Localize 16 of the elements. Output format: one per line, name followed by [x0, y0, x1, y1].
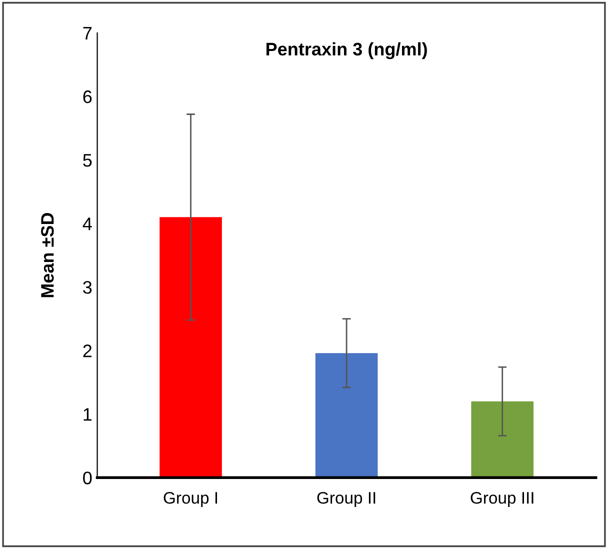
- y-tick-label: 2: [83, 344, 92, 358]
- y-tick-label: 3: [83, 280, 92, 294]
- y-tick-label: 0: [83, 472, 92, 484]
- y-tick-label: 6: [83, 90, 92, 104]
- bar: [315, 353, 378, 478]
- x-tick-label: Group II: [317, 492, 376, 508]
- x-tick-label: Group I: [164, 492, 218, 508]
- bar: [471, 401, 534, 478]
- chart-title: Pentraxin 3 (ng/ml): [266, 42, 427, 60]
- y-tick-label: 5: [83, 154, 92, 167]
- y-tick-label: 7: [83, 27, 92, 40]
- y-tick-label: 1: [84, 408, 92, 421]
- x-tick-label: Group III: [470, 492, 534, 508]
- bar: [160, 217, 222, 478]
- y-tick-label: 4: [82, 218, 92, 230]
- y-axis-title: Mean ±SD: [41, 212, 54, 298]
